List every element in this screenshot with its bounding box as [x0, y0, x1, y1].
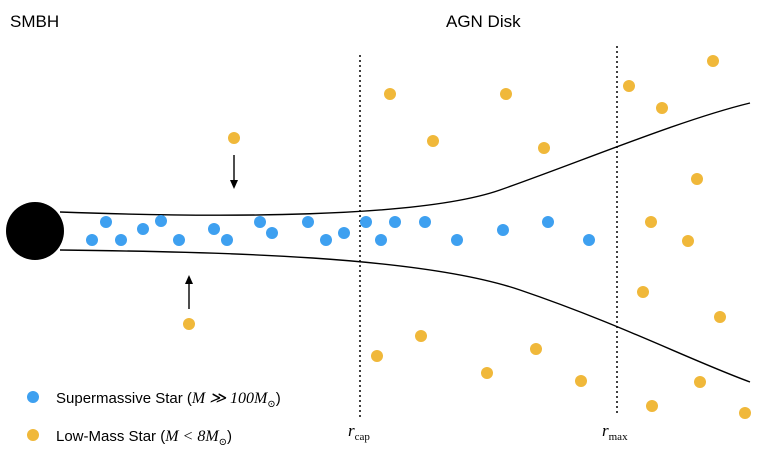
supermassive-star [155, 215, 167, 227]
supermassive-star [320, 234, 332, 246]
supermassive-star [137, 223, 149, 235]
supermassive-star [254, 216, 266, 228]
legend-low-mass-marker [27, 429, 39, 441]
agn-disk-label: AGN Disk [446, 12, 521, 31]
smbh-label: SMBH [10, 12, 59, 31]
supermassive-stars [86, 215, 595, 246]
legend-supermassive-marker [27, 391, 39, 403]
smbh-black-hole [6, 202, 64, 260]
disk-lower-boundary [59, 249, 751, 383]
supermassive-star [419, 216, 431, 228]
low-mass-star [415, 330, 427, 342]
legend-supermassive-label: Supermassive Star (M ≫ 100M⊙) [56, 390, 281, 410]
supermassive-star [497, 224, 509, 236]
legend-low-mass-label: Low-Mass Star (M < 8M⊙) [56, 428, 232, 448]
supermassive-star [360, 216, 372, 228]
low-mass-star [500, 88, 512, 100]
low-mass-star [691, 173, 703, 185]
low-mass-star [645, 216, 657, 228]
low-mass-star [183, 318, 195, 330]
low-mass-star [739, 407, 751, 419]
low-mass-stars [183, 55, 751, 419]
low-mass-star [623, 80, 635, 92]
low-mass-star [682, 235, 694, 247]
low-mass-star [371, 350, 383, 362]
r-cap-label: rcap [348, 421, 370, 443]
supermassive-star [173, 234, 185, 246]
supermassive-star [451, 234, 463, 246]
low-mass-star [530, 343, 542, 355]
supermassive-star [302, 216, 314, 228]
low-mass-star [575, 375, 587, 387]
disk-upper-boundary [59, 102, 751, 216]
supermassive-star [375, 234, 387, 246]
r-max-label: rmax [602, 421, 628, 443]
low-mass-star [656, 102, 668, 114]
low-mass-star [637, 286, 649, 298]
supermassive-star [86, 234, 98, 246]
supermassive-star [100, 216, 112, 228]
upward-arrow-head [185, 275, 193, 284]
low-mass-star [694, 376, 706, 388]
supermassive-star [208, 223, 220, 235]
supermassive-star [338, 227, 350, 239]
legend: Supermassive Star (M ≫ 100M⊙) Low-Mass S… [27, 390, 281, 448]
low-mass-star [481, 367, 493, 379]
low-mass-star [384, 88, 396, 100]
supermassive-star [115, 234, 127, 246]
low-mass-star [707, 55, 719, 67]
supermassive-star [221, 234, 233, 246]
supermassive-star [389, 216, 401, 228]
supermassive-star [542, 216, 554, 228]
low-mass-star [228, 132, 240, 144]
supermassive-star [583, 234, 595, 246]
downward-arrow-head [230, 180, 238, 189]
low-mass-star [714, 311, 726, 323]
low-mass-star [646, 400, 658, 412]
low-mass-star [427, 135, 439, 147]
supermassive-star [266, 227, 278, 239]
low-mass-star [538, 142, 550, 154]
